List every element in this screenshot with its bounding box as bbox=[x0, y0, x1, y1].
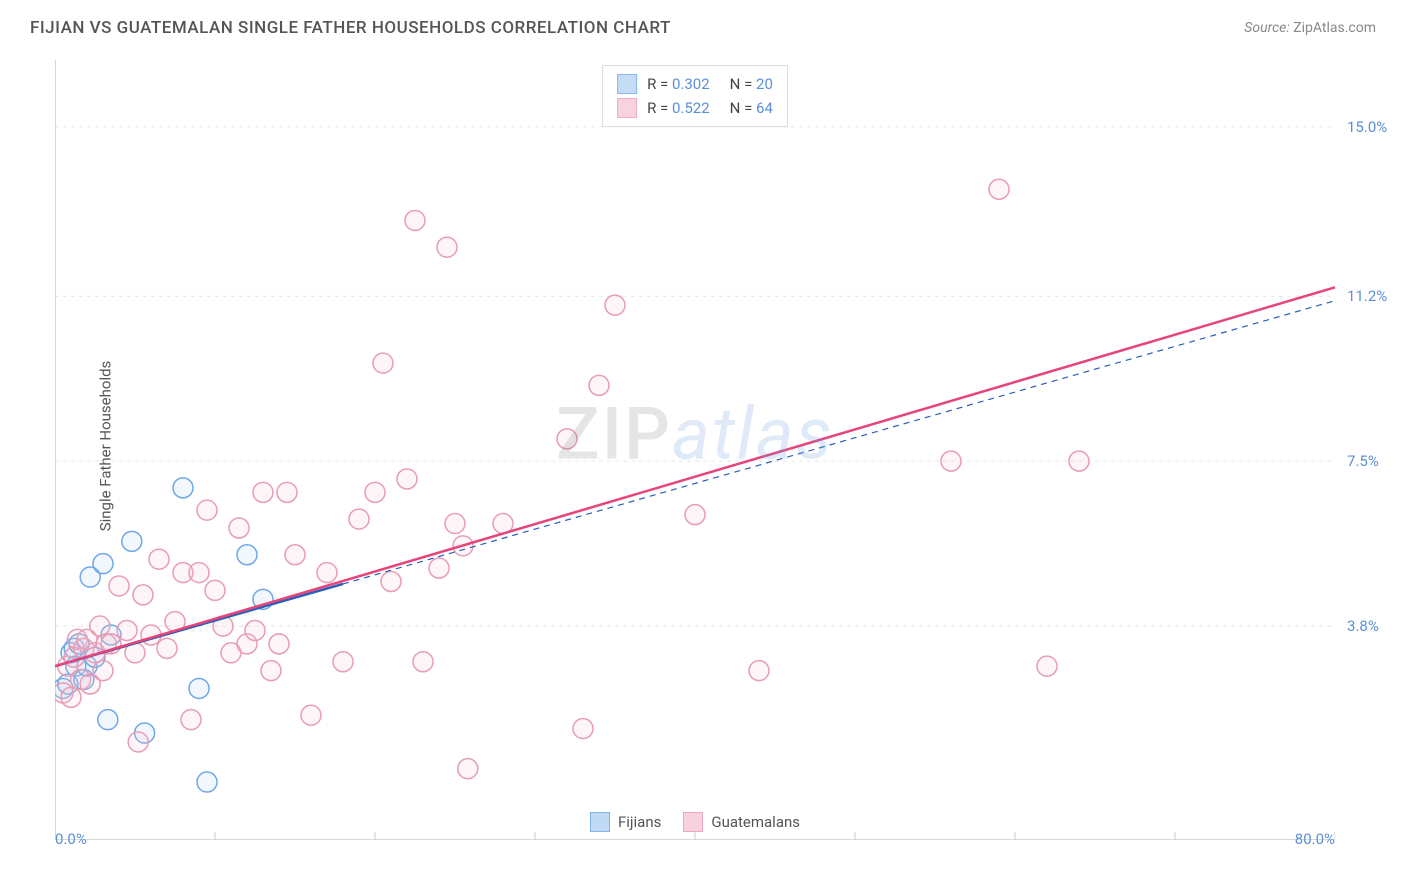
y-tick-label: 11.2% bbox=[1347, 287, 1387, 305]
bottom-legend: Fijians Guatemalans bbox=[590, 812, 800, 832]
stats-legend-box: R = 0.302 N = 20 R = 0.522 N = 64 bbox=[602, 65, 788, 127]
y-tick-label: 15.0% bbox=[1347, 118, 1387, 136]
stat-swatch-icon bbox=[617, 74, 637, 94]
x-axis-max-label: 80.0% bbox=[1295, 830, 1335, 848]
y-tick-label: 7.5% bbox=[1347, 452, 1379, 470]
header: FIJIAN VS GUATEMALAN SINGLE FATHER HOUSE… bbox=[0, 0, 1406, 38]
page-title: FIJIAN VS GUATEMALAN SINGLE FATHER HOUSE… bbox=[30, 18, 671, 38]
stat-r-label: R = 0.522 bbox=[647, 96, 710, 120]
stat-swatch-icon bbox=[617, 98, 637, 118]
legend-swatch-icon bbox=[590, 812, 610, 832]
legend-item: Fijians bbox=[590, 812, 661, 832]
stats-row: R = 0.522 N = 64 bbox=[617, 96, 773, 120]
y-tick-label: 3.8% bbox=[1347, 617, 1379, 635]
legend-swatch-icon bbox=[683, 812, 703, 832]
scatter-plot bbox=[55, 60, 1335, 840]
source-value: ZipAtlas.com bbox=[1293, 20, 1376, 36]
stat-n-label: N = 64 bbox=[730, 96, 773, 120]
x-axis-min-label: 0.0% bbox=[55, 830, 87, 848]
source-attribution: Source: ZipAtlas.com bbox=[1244, 20, 1376, 36]
legend-label: Guatemalans bbox=[711, 813, 800, 831]
legend-label: Fijians bbox=[618, 813, 661, 831]
legend-item: Guatemalans bbox=[683, 812, 800, 832]
stats-row: R = 0.302 N = 20 bbox=[617, 72, 773, 96]
source-label: Source: bbox=[1244, 20, 1289, 36]
chart-area: ZIPatlas R = 0.302 N = 20 R = 0.522 N = … bbox=[55, 60, 1335, 840]
stat-r-label: R = 0.302 bbox=[647, 72, 710, 96]
stat-n-label: N = 20 bbox=[730, 72, 773, 96]
